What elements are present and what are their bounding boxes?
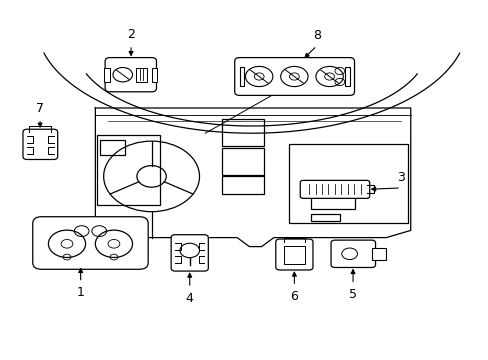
- Bar: [100, 140, 124, 155]
- Text: 1: 1: [77, 286, 84, 299]
- Bar: [371, 248, 386, 260]
- Text: 3: 3: [396, 171, 404, 184]
- Bar: [239, 67, 244, 86]
- FancyBboxPatch shape: [300, 180, 369, 198]
- FancyBboxPatch shape: [33, 217, 148, 269]
- Bar: [344, 67, 349, 86]
- Bar: [151, 68, 157, 82]
- FancyBboxPatch shape: [234, 58, 354, 95]
- Bar: [283, 246, 305, 264]
- Bar: [310, 214, 339, 221]
- Bar: [288, 144, 407, 223]
- Text: 2: 2: [127, 28, 135, 41]
- Polygon shape: [95, 108, 410, 247]
- FancyBboxPatch shape: [23, 129, 58, 159]
- Bar: [222, 119, 264, 146]
- Text: 5: 5: [348, 288, 356, 301]
- Bar: [104, 68, 110, 82]
- Bar: [222, 148, 264, 175]
- FancyBboxPatch shape: [171, 235, 208, 271]
- FancyBboxPatch shape: [330, 240, 375, 267]
- Text: 4: 4: [185, 292, 193, 305]
- FancyBboxPatch shape: [275, 239, 312, 270]
- Text: 7: 7: [36, 102, 44, 115]
- Text: 6: 6: [290, 290, 298, 303]
- FancyBboxPatch shape: [105, 58, 156, 92]
- Text: 8: 8: [312, 29, 320, 42]
- Bar: [222, 176, 264, 194]
- Bar: [310, 189, 354, 209]
- Bar: [136, 68, 147, 82]
- Bar: [97, 135, 160, 205]
